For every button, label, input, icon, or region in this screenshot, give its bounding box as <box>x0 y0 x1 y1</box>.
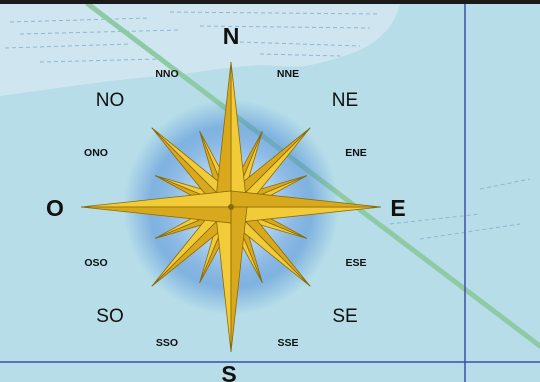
compass-point-o <box>80 190 232 224</box>
label-northwest: NO <box>96 90 125 111</box>
label-southwest: SO <box>96 306 123 327</box>
label-oso: OSO <box>84 257 107 269</box>
shallow-water-area <box>0 4 400 96</box>
compass-labels: N S E O NE NO SE SO NNE NNO ENE ONO ESE … <box>46 23 406 382</box>
label-sso: SSO <box>156 337 178 349</box>
label-sse: SSE <box>277 337 298 349</box>
label-ese: ESE <box>345 257 366 269</box>
compass-point-dark-half <box>230 206 248 353</box>
label-northeast: NE <box>332 90 358 111</box>
label-ono: ONO <box>84 147 108 159</box>
label-north: N <box>223 23 240 49</box>
label-west: O <box>46 195 64 221</box>
label-east: E <box>390 195 405 221</box>
chart-canvas: N S E O NE NO SE SO NNE NNO ENE ONO ESE … <box>0 4 540 382</box>
label-nne: NNE <box>277 68 299 80</box>
depth-contours <box>4 11 531 240</box>
label-south: S <box>221 361 236 382</box>
label-southeast: SE <box>332 306 357 327</box>
compass-rose <box>80 61 382 353</box>
compass-hub <box>228 204 234 210</box>
compass-point-dark-half <box>80 206 232 224</box>
label-ene: ENE <box>345 147 367 159</box>
label-nno: NNO <box>155 68 178 80</box>
